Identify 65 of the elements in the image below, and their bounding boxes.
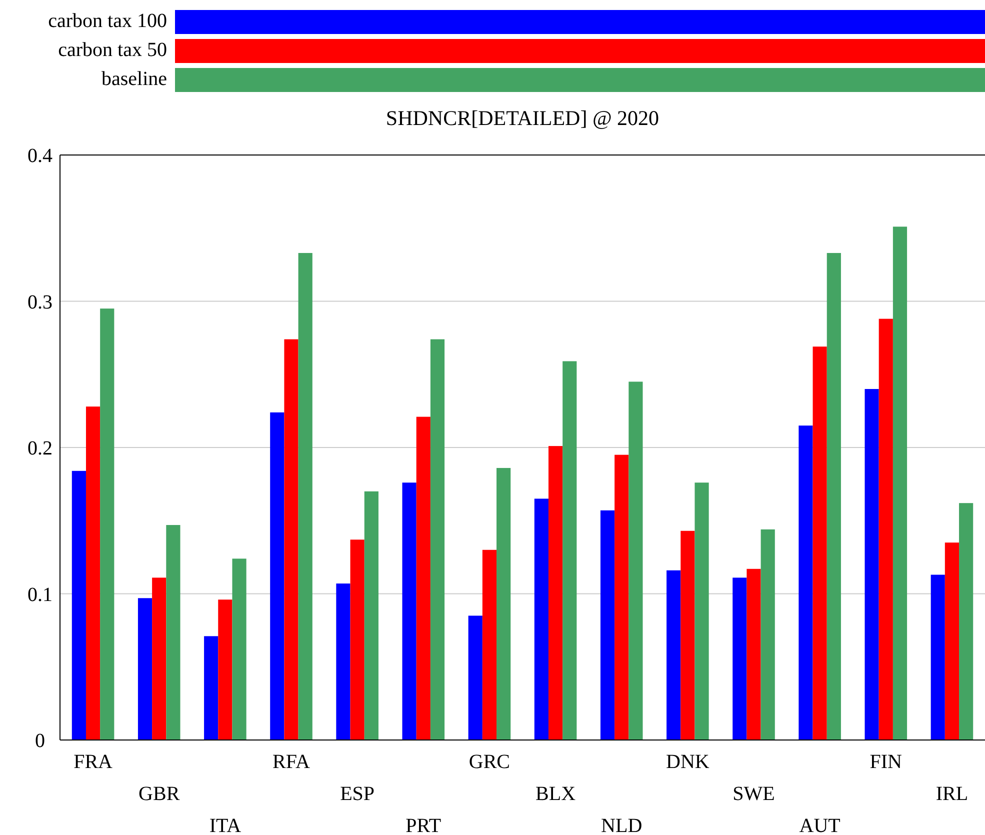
x-tick-label: NLD	[601, 815, 642, 835]
legend-label: baseline	[101, 68, 168, 90]
bar	[732, 578, 747, 740]
bar	[350, 540, 364, 740]
bar	[232, 558, 246, 740]
y-tick-label: 0.4	[28, 145, 52, 167]
x-tick-label: FRA	[74, 751, 114, 773]
legend-label: carbon tax 100	[48, 10, 167, 32]
bar	[548, 446, 563, 740]
bar	[364, 491, 378, 740]
x-tick-label: ESP	[340, 783, 375, 805]
x-tick-label: GBR	[138, 783, 180, 805]
x-tick-label: DNK	[666, 751, 710, 773]
bar	[930, 574, 945, 740]
bar	[666, 570, 681, 740]
x-tick-label: SWE	[732, 783, 775, 805]
bar	[760, 529, 775, 740]
bar	[694, 482, 709, 740]
y-tick-label: 0.3	[28, 291, 52, 314]
x-tick-label: IRL	[936, 783, 968, 805]
bar	[826, 252, 841, 740]
bar	[628, 382, 643, 740]
bar	[218, 600, 232, 740]
bar	[86, 406, 100, 740]
bar	[284, 339, 298, 740]
bar	[534, 498, 548, 740]
x-tick-label: RFA	[272, 751, 311, 773]
bar	[614, 454, 629, 740]
bar	[72, 470, 86, 740]
legend-label: carbon tax 50	[58, 39, 167, 61]
bar	[562, 361, 577, 740]
x-tick-label: PRT	[406, 815, 442, 835]
bar	[468, 616, 482, 740]
y-tick-label: 0.2	[28, 438, 52, 460]
x-tick-label: AUT	[799, 815, 840, 835]
bar	[600, 510, 615, 740]
bar	[680, 530, 695, 740]
bar	[864, 389, 879, 740]
x-tick-label: GRC	[468, 751, 510, 773]
bar	[430, 339, 445, 740]
bar	[959, 503, 974, 740]
bar	[798, 426, 813, 740]
bar	[402, 482, 416, 740]
x-tick-label: BLX	[536, 783, 576, 805]
x-tick-label: FIN	[870, 751, 902, 773]
bar	[878, 318, 893, 740]
bar	[138, 598, 152, 740]
bar	[152, 578, 166, 740]
y-tick-label: 0	[35, 730, 45, 752]
bar	[100, 308, 114, 740]
chart-title: SHDNCR[DETAILED] @ 2020	[386, 106, 660, 130]
bar	[416, 416, 430, 740]
x-tick-label: ITA	[209, 815, 242, 835]
bar	[204, 636, 218, 740]
bar	[944, 542, 960, 740]
bar	[496, 468, 511, 740]
bar	[746, 568, 761, 740]
bar	[270, 412, 284, 740]
bar	[892, 226, 908, 740]
bar	[166, 525, 180, 740]
bar	[482, 550, 497, 740]
bar	[336, 584, 350, 740]
bar	[812, 346, 827, 740]
bar	[298, 252, 312, 740]
y-tick-label: 0.1	[28, 584, 52, 606]
